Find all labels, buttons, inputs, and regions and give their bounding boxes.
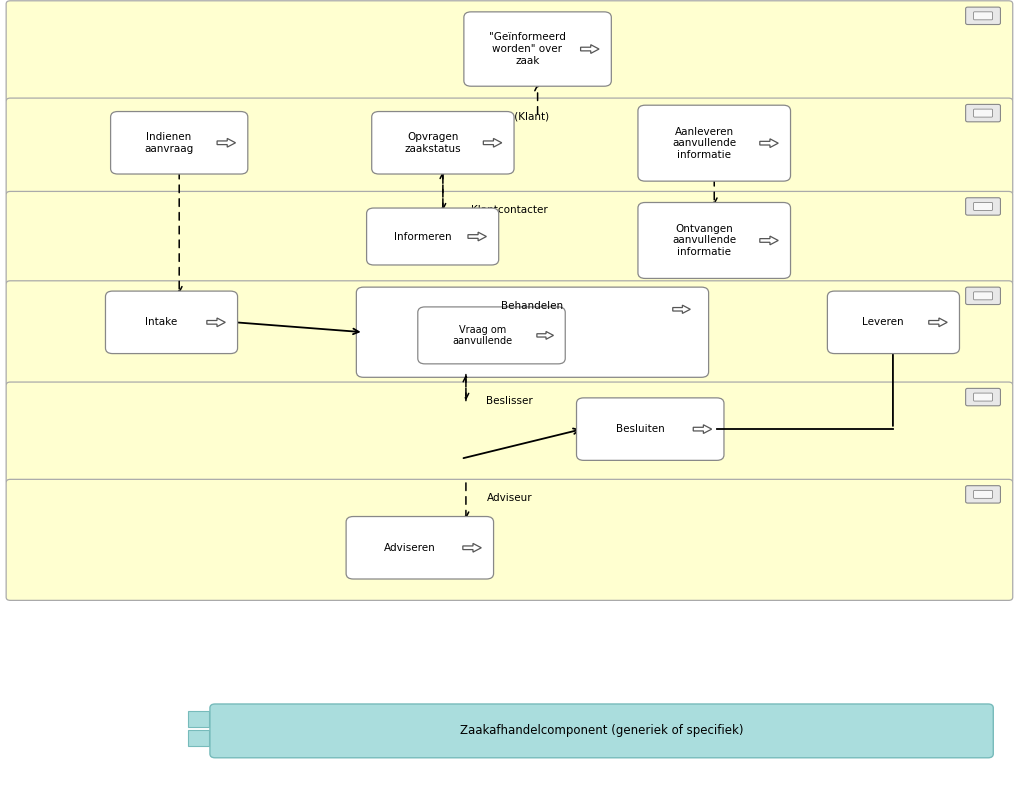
Text: Adviseren: Adviseren bbox=[384, 543, 435, 553]
FancyBboxPatch shape bbox=[210, 704, 993, 758]
Polygon shape bbox=[537, 331, 553, 339]
Text: Opvragen
zaakstatus: Opvragen zaakstatus bbox=[404, 132, 461, 153]
Text: Behandelaar: Behandelaar bbox=[476, 294, 543, 305]
FancyBboxPatch shape bbox=[6, 191, 1013, 285]
Text: Belanghebbende: Belanghebbende bbox=[465, 14, 554, 25]
FancyBboxPatch shape bbox=[372, 112, 514, 174]
FancyBboxPatch shape bbox=[6, 98, 1013, 195]
FancyBboxPatch shape bbox=[966, 388, 1000, 406]
FancyBboxPatch shape bbox=[974, 490, 992, 498]
Polygon shape bbox=[760, 236, 778, 244]
FancyBboxPatch shape bbox=[464, 12, 611, 86]
Text: Aanleveren
aanvullende
informatie: Aanleveren aanvullende informatie bbox=[672, 127, 736, 160]
FancyBboxPatch shape bbox=[346, 517, 494, 579]
FancyBboxPatch shape bbox=[418, 307, 565, 364]
Text: Beslisser: Beslisser bbox=[486, 396, 532, 406]
Text: Initiator (Klant): Initiator (Klant) bbox=[470, 112, 549, 122]
Polygon shape bbox=[463, 543, 481, 552]
Polygon shape bbox=[693, 425, 712, 433]
FancyBboxPatch shape bbox=[966, 7, 1000, 25]
FancyBboxPatch shape bbox=[966, 486, 1000, 503]
Polygon shape bbox=[929, 318, 947, 327]
FancyBboxPatch shape bbox=[6, 281, 1013, 386]
Text: Indienen
aanvraag: Indienen aanvraag bbox=[144, 132, 194, 153]
Text: Intake: Intake bbox=[145, 317, 177, 327]
FancyBboxPatch shape bbox=[974, 109, 992, 117]
Polygon shape bbox=[468, 233, 486, 240]
Polygon shape bbox=[581, 44, 599, 54]
Polygon shape bbox=[760, 139, 778, 147]
Text: "Geïnformeerd
worden" over
zaak: "Geïnformeerd worden" over zaak bbox=[488, 32, 566, 66]
Text: Leveren: Leveren bbox=[862, 317, 904, 327]
Polygon shape bbox=[217, 138, 236, 147]
Polygon shape bbox=[483, 138, 502, 147]
FancyBboxPatch shape bbox=[638, 202, 791, 278]
FancyBboxPatch shape bbox=[6, 382, 1013, 483]
FancyBboxPatch shape bbox=[6, 1, 1013, 102]
Polygon shape bbox=[673, 305, 690, 313]
Text: Besluiten: Besluiten bbox=[615, 424, 665, 434]
FancyBboxPatch shape bbox=[188, 730, 209, 746]
Polygon shape bbox=[207, 318, 225, 327]
FancyBboxPatch shape bbox=[367, 208, 499, 265]
FancyBboxPatch shape bbox=[6, 479, 1013, 600]
FancyBboxPatch shape bbox=[966, 104, 1000, 122]
FancyBboxPatch shape bbox=[105, 291, 238, 354]
FancyBboxPatch shape bbox=[638, 105, 791, 181]
Text: Adviseur: Adviseur bbox=[486, 493, 532, 503]
FancyBboxPatch shape bbox=[974, 393, 992, 401]
Text: Behandelen: Behandelen bbox=[502, 301, 563, 312]
FancyBboxPatch shape bbox=[974, 292, 992, 300]
Text: Zaakafhandelcomponent (generiek of specifiek): Zaakafhandelcomponent (generiek of speci… bbox=[460, 725, 743, 737]
FancyBboxPatch shape bbox=[111, 112, 248, 174]
FancyBboxPatch shape bbox=[966, 287, 1000, 305]
FancyBboxPatch shape bbox=[974, 202, 992, 210]
Text: Klantcontacter: Klantcontacter bbox=[471, 205, 548, 215]
Text: Informeren: Informeren bbox=[393, 232, 452, 241]
FancyBboxPatch shape bbox=[827, 291, 959, 354]
Text: Ontvangen
aanvullende
informatie: Ontvangen aanvullende informatie bbox=[672, 224, 736, 257]
Text: Vraag om
aanvullende: Vraag om aanvullende bbox=[453, 324, 512, 346]
FancyBboxPatch shape bbox=[966, 198, 1000, 215]
FancyBboxPatch shape bbox=[577, 398, 724, 460]
FancyBboxPatch shape bbox=[356, 287, 709, 377]
FancyBboxPatch shape bbox=[974, 12, 992, 20]
FancyBboxPatch shape bbox=[188, 711, 209, 727]
